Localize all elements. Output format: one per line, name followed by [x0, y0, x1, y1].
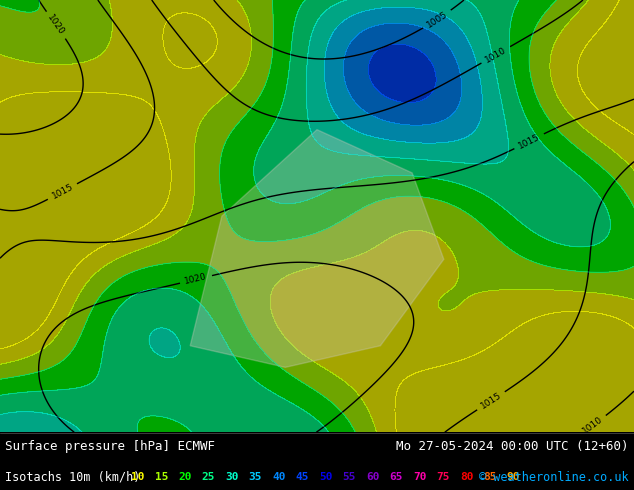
- Text: 50: 50: [319, 472, 333, 482]
- Text: 1005: 1005: [425, 9, 449, 29]
- Text: 20: 20: [178, 472, 192, 482]
- Text: 25: 25: [202, 472, 216, 482]
- Text: 90: 90: [507, 472, 521, 482]
- Text: 60: 60: [366, 472, 380, 482]
- Text: 1015: 1015: [479, 391, 503, 411]
- Text: 1020: 1020: [46, 13, 66, 37]
- Text: 45: 45: [295, 472, 309, 482]
- Text: 85: 85: [483, 472, 497, 482]
- Text: 30: 30: [225, 472, 239, 482]
- Text: 35: 35: [249, 472, 262, 482]
- Text: © weatheronline.co.uk: © weatheronline.co.uk: [479, 471, 629, 484]
- Text: 65: 65: [389, 472, 403, 482]
- Text: 40: 40: [272, 472, 286, 482]
- Text: 70: 70: [413, 472, 427, 482]
- Text: Surface pressure [hPa] ECMWF: Surface pressure [hPa] ECMWF: [5, 440, 215, 453]
- Text: 1020: 1020: [184, 272, 208, 286]
- Text: 75: 75: [436, 472, 450, 482]
- Text: 10: 10: [131, 472, 145, 482]
- Text: 1010: 1010: [484, 45, 508, 65]
- Text: 1010: 1010: [581, 415, 605, 436]
- Text: 1015: 1015: [50, 182, 75, 201]
- Text: Isotachs 10m (km/h): Isotachs 10m (km/h): [5, 471, 141, 484]
- Text: Mo 27-05-2024 00:00 UTC (12+60): Mo 27-05-2024 00:00 UTC (12+60): [396, 440, 629, 453]
- Text: 55: 55: [342, 472, 356, 482]
- Text: 1015: 1015: [517, 132, 541, 150]
- Text: 15: 15: [155, 472, 169, 482]
- Text: 80: 80: [460, 472, 474, 482]
- Polygon shape: [190, 130, 444, 368]
